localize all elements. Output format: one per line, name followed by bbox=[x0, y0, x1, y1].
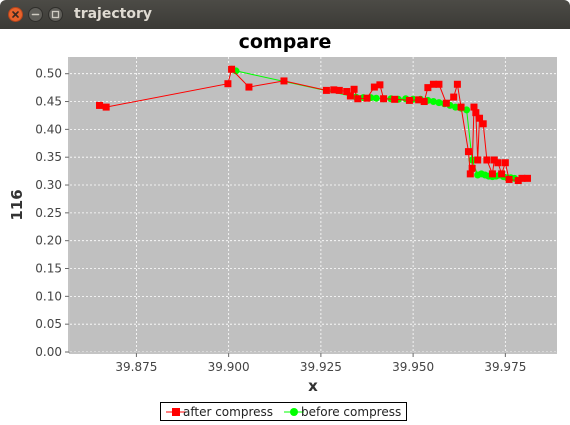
after-compress-point bbox=[228, 65, 236, 73]
legend-before-compress-label: before compress bbox=[301, 405, 402, 419]
after-compress-point bbox=[102, 103, 110, 111]
after-compress-point bbox=[488, 170, 496, 178]
before-compress-point bbox=[463, 106, 471, 114]
before-compress-point bbox=[429, 98, 437, 106]
minimize-icon bbox=[31, 13, 40, 16]
after-compress-point bbox=[476, 114, 484, 122]
after-compress-point bbox=[435, 80, 443, 88]
axes: 39.875 39.900 39.925 39.950 39.975 0.00 0.05 0.… bbox=[35, 57, 557, 374]
maximize-icon bbox=[51, 10, 60, 19]
y-tick-label: 0.35 bbox=[35, 150, 62, 164]
after-compress-point bbox=[450, 93, 458, 101]
after-compress-point bbox=[380, 95, 388, 103]
after-compress-point bbox=[514, 177, 522, 185]
legend-after-compress-marker bbox=[166, 408, 186, 416]
after-compress-point bbox=[505, 175, 513, 183]
after-compress-point bbox=[429, 80, 437, 88]
chart-title: compare bbox=[239, 31, 332, 53]
after-compress-point bbox=[466, 170, 474, 178]
after-compress-point bbox=[363, 94, 371, 102]
before-compress-point bbox=[435, 99, 443, 107]
y-tick-label: 0.40 bbox=[35, 122, 62, 136]
data-series bbox=[96, 65, 531, 185]
y-tick-label: 0.20 bbox=[35, 234, 62, 248]
after-compress-point bbox=[494, 159, 502, 167]
after-compress-point bbox=[468, 164, 476, 172]
after-compress-point bbox=[472, 109, 480, 117]
y-axis-label: 116 bbox=[8, 189, 26, 220]
window-title: trajectory bbox=[74, 6, 152, 22]
after-compress-point bbox=[245, 83, 253, 91]
close-icon bbox=[12, 11, 19, 18]
y-tick-label: 0.45 bbox=[35, 95, 62, 109]
before-compress-point bbox=[452, 103, 460, 111]
y-tick-label: 0.30 bbox=[35, 178, 62, 192]
after-compress-point bbox=[453, 80, 461, 88]
after-compress-point bbox=[346, 92, 354, 100]
after-compress-point bbox=[224, 80, 232, 88]
after-compress-point bbox=[335, 86, 343, 94]
legend-before-compress-marker bbox=[284, 408, 304, 416]
after-compress-point bbox=[442, 99, 450, 107]
y-tick-label: 0.00 bbox=[35, 345, 62, 359]
window-maximize-button[interactable] bbox=[48, 7, 63, 22]
after-compress-point bbox=[424, 84, 432, 92]
after-compress-point bbox=[474, 156, 482, 164]
y-tick-label: 0.15 bbox=[35, 262, 62, 276]
x-tick-label: 39.900 bbox=[208, 360, 250, 374]
after-compress-point bbox=[280, 77, 288, 85]
after-compress-point bbox=[483, 156, 491, 164]
after-compress-point bbox=[490, 156, 498, 164]
after-compress-point bbox=[370, 83, 378, 91]
after-compress-point bbox=[501, 159, 509, 167]
after-compress-point bbox=[354, 95, 362, 103]
after-compress-point bbox=[343, 88, 351, 96]
window-close-button[interactable] bbox=[8, 7, 23, 22]
y-tick-label: 0.05 bbox=[35, 317, 62, 331]
window-minimize-button[interactable] bbox=[28, 7, 43, 22]
window-titlebar: trajectory bbox=[0, 0, 570, 29]
after-compress-point bbox=[470, 103, 478, 111]
before-compress-point bbox=[372, 94, 380, 102]
x-tick-label: 39.950 bbox=[392, 360, 434, 374]
x-tick-label: 39.875 bbox=[115, 360, 157, 374]
after-compress-point bbox=[330, 86, 338, 94]
after-compress-point bbox=[391, 95, 399, 103]
after-compress-point bbox=[350, 85, 358, 93]
after-compress-point bbox=[376, 81, 384, 89]
after-compress-point bbox=[523, 174, 531, 182]
y-tick-label: 0.25 bbox=[35, 206, 62, 220]
after-compress-point bbox=[405, 96, 413, 104]
after-compress-point bbox=[518, 174, 526, 182]
after-compress-point bbox=[96, 101, 104, 109]
after-compress-point bbox=[420, 98, 428, 106]
x-axis-label: x bbox=[308, 377, 318, 395]
after-compress-point bbox=[415, 96, 423, 104]
after-compress-point bbox=[457, 103, 465, 111]
x-tick-label: 39.925 bbox=[300, 360, 342, 374]
y-tick-label: 0.50 bbox=[35, 67, 62, 81]
after-compress-point bbox=[479, 120, 487, 128]
chart-legend: after compress before compress bbox=[160, 402, 407, 421]
after-compress-point bbox=[498, 170, 506, 178]
x-tick-label: 39.975 bbox=[484, 360, 526, 374]
legend-after-compress-label: after compress bbox=[183, 405, 274, 419]
y-tick-label: 0.10 bbox=[35, 289, 62, 303]
after-compress-point bbox=[464, 148, 472, 156]
after-compress-point bbox=[322, 86, 330, 94]
